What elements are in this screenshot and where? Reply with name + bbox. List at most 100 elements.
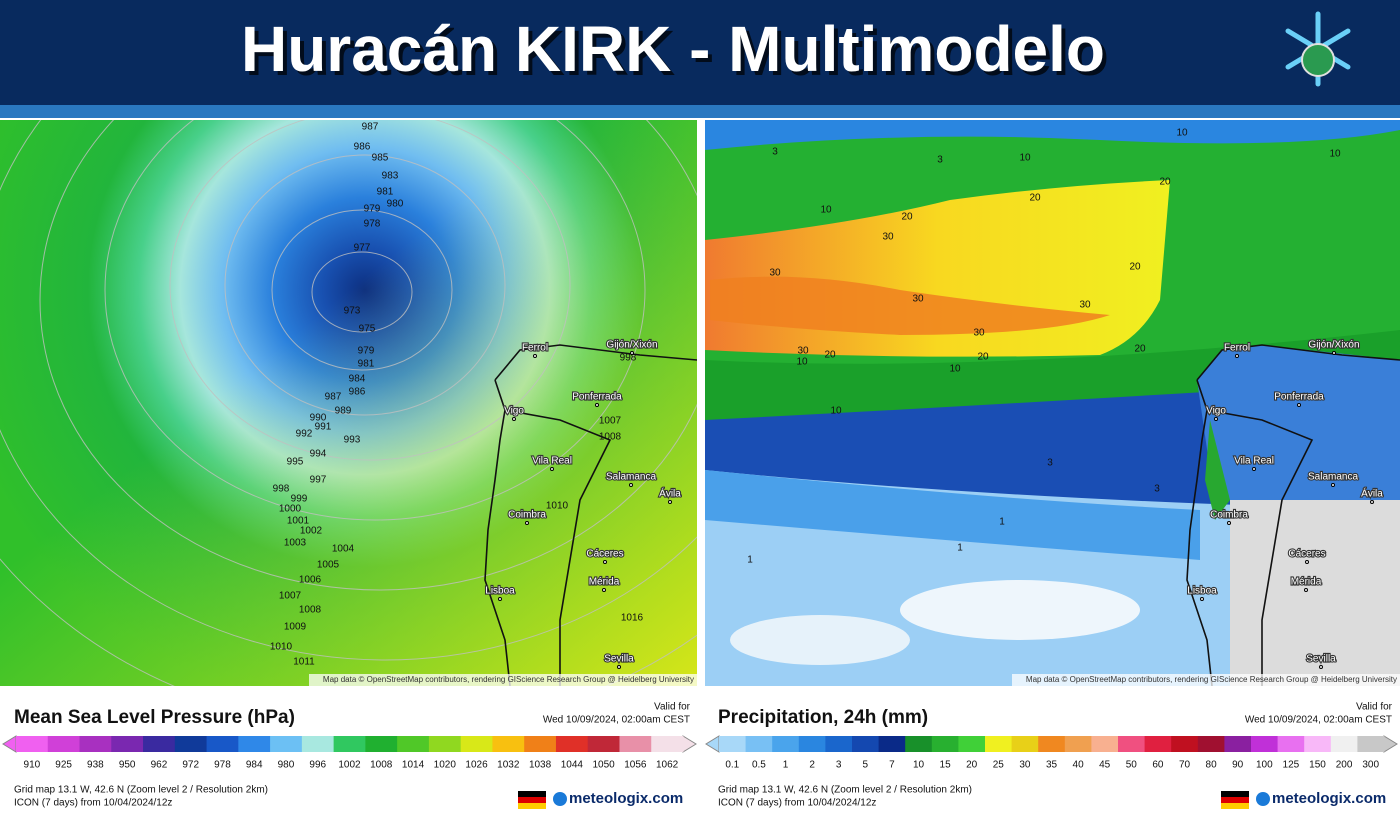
contour-label: 10 [1019,153,1031,164]
contour-label: 981 [358,359,375,370]
contour-label: 993 [344,435,361,446]
scale-cell [555,736,589,752]
city-dot [525,521,529,525]
valid-time: Wed 10/09/2024, 02:00am CEST [1245,715,1392,726]
contour-label: 987 [362,122,379,133]
contour-label: 998 [620,353,637,364]
city-label: Ferrol [522,343,548,354]
contour-label: 986 [354,142,371,153]
valid-label: Valid for [654,702,691,713]
scale-label: 45 [1099,760,1111,771]
city-label: Ávila [659,487,681,500]
contour-label: 980 [387,199,404,210]
city-dot [533,354,537,358]
city-dot [1297,403,1301,407]
scale-label: 50 [1126,760,1138,771]
contour-label: 1004 [332,544,355,555]
contour-label: 990 [310,413,327,424]
scale-cell [460,736,493,752]
contour-label: 30 [912,294,924,305]
scale-label: 1056 [624,760,647,771]
contour-label: 10 [1329,149,1341,160]
scale-label: 300 [1362,760,1379,771]
scale-label: 80 [1206,760,1218,771]
scale-cell [878,736,906,752]
scale-cell [270,736,303,752]
brand-icon [1256,792,1270,806]
scale-cell [397,736,430,752]
city-label: Coimbra [508,510,546,521]
contour-label: 1007 [279,591,302,602]
flag-stripe [518,803,546,809]
scale-label: 978 [214,760,231,771]
contour-label: 30 [882,232,894,243]
pressure-map [0,120,697,686]
grid-info: Grid map 13.1 W, 42.6 N (Zoom level 2 / … [14,785,268,796]
contour-label: 30 [973,328,985,339]
contour-label: 10 [949,364,961,375]
scale-cell [1330,736,1358,752]
scale-label: 150 [1309,760,1326,771]
city-label: Gijón/Xixón [1308,340,1359,351]
scale-cell [1224,736,1252,752]
scale-label: 1014 [402,760,425,771]
scale-label: 100 [1256,760,1273,771]
flag-stripe [1221,803,1249,809]
city-label: Ferrol [1224,343,1250,354]
city-dot [1332,351,1336,355]
city-label: Cáceres [586,549,623,560]
flag-stripe [1221,791,1249,797]
contour-label: 978 [364,219,381,230]
contour-label: 10 [796,357,808,368]
scale-cell [825,736,853,752]
scale-cell [428,736,462,752]
city-label: Salamanca [606,472,656,483]
scale-label: 15 [940,760,952,771]
scale-label: 996 [309,760,326,771]
scale-label: 962 [151,760,168,771]
scale-label: 30 [1019,760,1031,771]
city-dot [603,560,607,564]
scale-label: 35 [1046,760,1058,771]
flag-stripe [518,791,546,797]
scale-cell [16,736,49,752]
contour-label: 985 [372,153,389,164]
scale-label: 5 [863,760,869,771]
contour-label: 10 [820,205,832,216]
contour-label: 1016 [621,613,644,624]
scale-cell [798,736,826,752]
city-dot [595,403,599,407]
contour-label: 995 [287,457,304,468]
scale-cell [1038,736,1066,752]
contour-label: 991 [315,422,332,433]
scale-cell [143,736,176,752]
contour-label: 1002 [300,526,323,537]
scale-cell [524,736,557,752]
scale-cell [651,736,684,752]
scale-cell [985,736,1013,752]
scale-cell [1144,736,1172,752]
city-label: Vila Real [532,456,572,467]
city-dot [498,597,502,601]
contour-label: 10 [830,406,842,417]
header-strip [0,105,1400,118]
city-label: Ponferrada [572,392,622,403]
contour-label: 989 [335,406,352,417]
contour-label: 981 [377,187,394,198]
brand: meteologix.com [569,790,683,807]
scale-label: 972 [182,760,199,771]
city-dot [630,351,634,355]
city-label: Sevilla [1306,654,1336,665]
contour-label: 1011 [293,657,315,668]
city-dot [1304,588,1308,592]
header-bar [0,0,1400,105]
scale-cell [1011,736,1039,752]
scale-cell [333,736,366,752]
city-dot [1227,521,1231,525]
contour-label: 20 [1129,262,1141,273]
valid-label: Valid for [1356,702,1393,713]
city-dot [1235,354,1239,358]
contour-label: 983 [382,171,399,182]
flag-stripe [518,797,546,803]
contour-label: 1008 [299,605,322,616]
